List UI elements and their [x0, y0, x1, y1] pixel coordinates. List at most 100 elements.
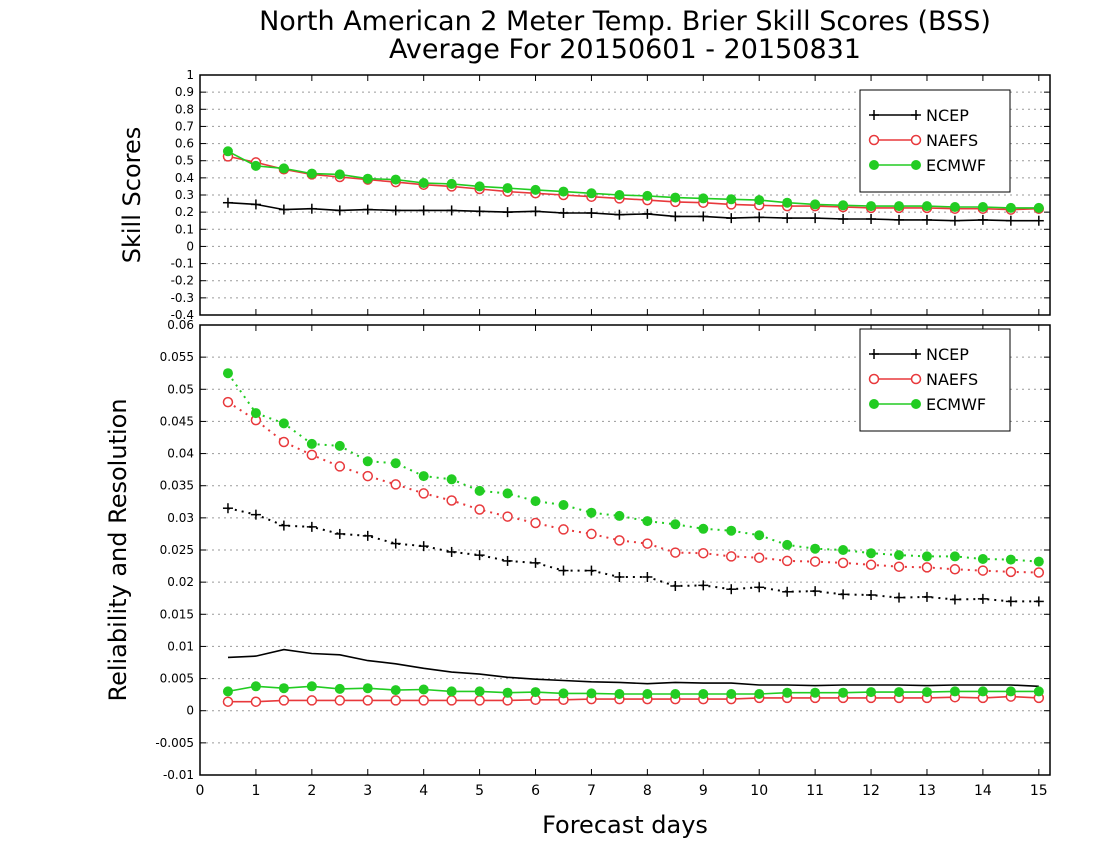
p1-series-1-point-23: [865, 559, 877, 571]
p1-series-2-point-12: [558, 500, 569, 510]
p0-series-0-point-5: [362, 204, 373, 215]
p1-series-1-point-17: [698, 547, 709, 559]
p1-series-5-point-24: [894, 687, 905, 698]
p1-series-0-point-24: [894, 592, 905, 603]
p1-ytick-label-10: 0.04: [167, 447, 194, 461]
p1-series-0-ncep-resolution: [222, 503, 1044, 607]
p0-legend: NCEP NAEFS ECMWF: [859, 89, 1011, 193]
p1-series-2-point-16: [670, 519, 681, 530]
p0-series-0-point-28: [1005, 215, 1016, 226]
p1-series-1-point-5: [362, 470, 374, 482]
p1-legend-marker-end-0: [911, 349, 921, 359]
chart-title-line2: Average For 20150601 - 20150831: [389, 34, 861, 65]
p1-series-5-point-2: [278, 683, 289, 694]
p1-legend-label-2: ECMWF: [926, 395, 986, 414]
p1-series-1-point-20: [781, 555, 793, 567]
p1-series-2-point-15: [642, 516, 653, 527]
p1-xtick-label-0: 0: [196, 783, 205, 799]
p0-legend-label-0: NCEP: [926, 106, 969, 125]
p1-series-5-point-29: [1033, 686, 1044, 697]
p0-series-2-point-1: [250, 160, 261, 171]
p0-legend-label-2: ECMWF: [926, 156, 986, 175]
p1-series-1-point-19: [753, 552, 765, 563]
p1-series-1-point-18: [726, 551, 737, 562]
p1-series-5-point-23: [866, 687, 877, 698]
p1-series-2-point-13: [586, 507, 597, 518]
p1-series-1-point-26: [949, 564, 961, 575]
p1-series-5-point-20: [782, 687, 793, 698]
p0-series-0-point-29: [1033, 215, 1044, 226]
p0-series-0-point-9: [474, 206, 485, 217]
p0-series-2-point-4: [334, 169, 345, 180]
p0-series-0-point-18: [726, 213, 737, 224]
p1-xtick-label-2: 2: [307, 783, 316, 799]
p0-series-0-point-12: [558, 208, 569, 218]
p1-xtick-label-15: 15: [1030, 783, 1048, 799]
p0-series-0-point-15: [642, 208, 653, 219]
p0-series-0-point-1: [250, 199, 261, 210]
p0-series-2-point-27: [977, 202, 988, 212]
p1-series-4-point-6: [390, 695, 401, 706]
p1-series-0-point-2: [278, 520, 289, 531]
p0-series-2-point-26: [949, 202, 960, 212]
p1-series-4-point-0: [222, 696, 234, 707]
p1-series-2-point-23: [866, 548, 877, 559]
p1-series-2-point-27: [977, 554, 988, 564]
p0-series-0-point-10: [502, 207, 513, 218]
p0-series-0-point-19: [754, 212, 765, 223]
p0-series-2-point-18: [726, 194, 737, 205]
p1-series-2-point-10: [502, 488, 513, 499]
p0-series-0-point-13: [586, 208, 597, 218]
p1-series-1-point-11: [530, 517, 541, 529]
p1-series-2-point-5: [362, 456, 373, 467]
p1-series-4-point-9: [474, 695, 485, 706]
p1-series-5-point-8: [446, 686, 457, 697]
p1-series-2-point-24: [894, 550, 905, 561]
p1-legend-marker-end-1: [910, 373, 922, 385]
p1-xtick-label-4: 4: [419, 783, 428, 799]
p1-series-0-point-14: [614, 572, 625, 582]
p0-series-0-point-24: [894, 214, 905, 225]
p0-legend-marker-start-1: [868, 134, 880, 146]
p0-series-0-point-21: [810, 213, 821, 224]
p1-series-4-point-4: [334, 695, 346, 706]
p1-series-0-point-29: [1033, 596, 1044, 607]
p1-series-0-point-12: [558, 565, 569, 576]
p1-series-0-point-16: [670, 581, 681, 591]
p1-ytick-label-5: 0.015: [160, 607, 194, 621]
p1-series-2-point-17: [698, 523, 709, 534]
p0-ytick-label-6: 0.2: [175, 205, 194, 219]
p1-xtick-label-3: 3: [363, 783, 372, 799]
p1-series-2-ecmwf-resolution: [222, 368, 1044, 567]
p1-series-5-point-16: [670, 689, 681, 699]
p1-series-5-point-18: [726, 689, 737, 699]
p0-series-2-point-21: [810, 199, 821, 210]
p1-series-5-point-0: [222, 686, 233, 697]
p1-series-2-point-6: [390, 458, 401, 469]
p1-series-4-point-8: [446, 695, 457, 706]
p1-series-2-point-2: [278, 418, 289, 429]
p1-series-5-point-7: [418, 684, 429, 695]
p1-series-2-point-26: [949, 551, 960, 562]
p1-ytick-label-11: 0.045: [160, 414, 194, 428]
p1-series-1-point-22: [837, 557, 849, 569]
p1-series-1-point-29: [1033, 567, 1045, 578]
p1-ytick-label-2: 0: [186, 704, 194, 718]
p0-series-2-point-8: [446, 178, 457, 189]
p1-series-0-point-25: [921, 591, 932, 602]
p1-xtick-label-11: 11: [806, 783, 824, 799]
p1-series-1-point-2: [278, 436, 290, 448]
p0-legend-marker-start-0: [869, 110, 879, 120]
p1-series-0-point-6: [390, 538, 401, 549]
chart-title-line1: North American 2 Meter Temp. Brier Skill…: [259, 6, 991, 37]
p1-series-0-point-28: [1005, 596, 1016, 607]
p0-series-0-point-2: [278, 204, 289, 215]
p1-xtick-label-9: 9: [699, 783, 708, 799]
p0-ytick-label-11: 0.7: [175, 119, 194, 133]
p1-series-0-point-8: [446, 546, 457, 557]
p0-ytick-label-12: 0.8: [175, 102, 194, 116]
p1-series-1-point-14: [614, 535, 625, 546]
p1-series-5-point-5: [362, 683, 373, 694]
p1-xtick-label-14: 14: [974, 783, 992, 799]
p1-xtick-label-1: 1: [251, 783, 260, 799]
